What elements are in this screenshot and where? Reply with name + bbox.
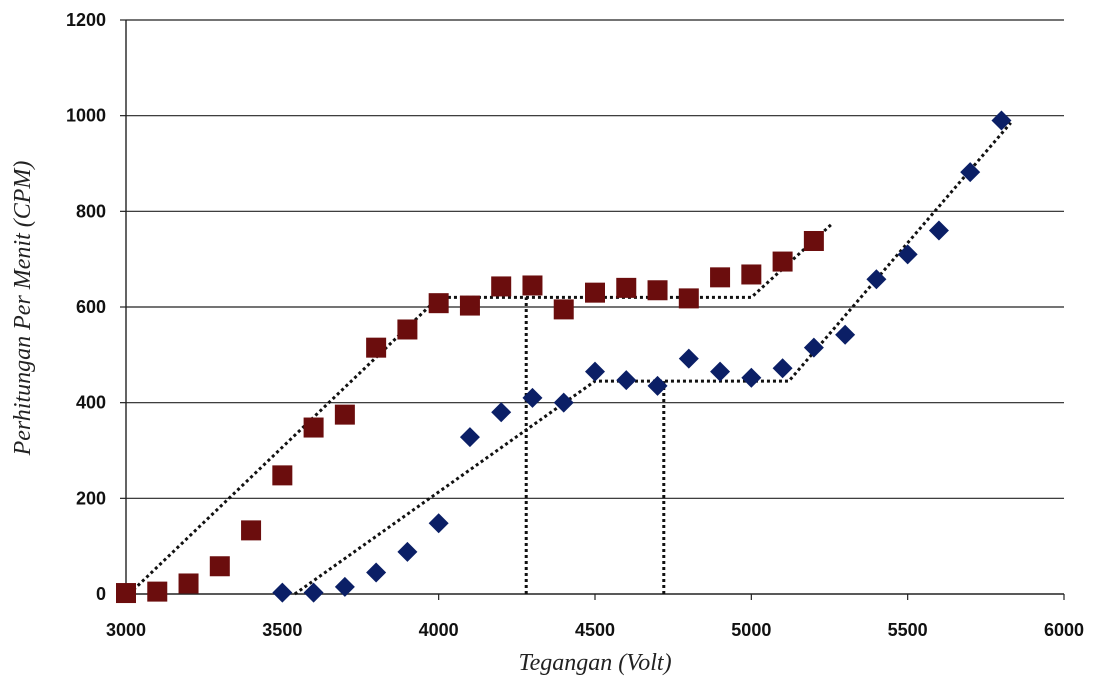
trendlines — [128, 121, 1012, 596]
x-tick-label-5: 5500 — [888, 620, 928, 640]
series-1-point-20 — [897, 244, 918, 265]
series-0-point-18 — [678, 288, 699, 309]
series-1-point-7 — [491, 402, 512, 423]
x-tick-label-0: 3000 — [106, 620, 146, 640]
series-0-point-22 — [803, 230, 824, 251]
series-1-point-13 — [678, 348, 699, 369]
series-0-point-15 — [585, 282, 605, 303]
x-tick-label-1: 3500 — [262, 620, 302, 640]
series-0-point-6 — [303, 417, 324, 438]
x-tick-label-2: 4000 — [419, 620, 459, 640]
series-1-point-19 — [866, 269, 887, 290]
y-tick-labels: 0 200 400 600 800 1000 1200 — [66, 10, 106, 604]
gridlines — [126, 19, 1064, 499]
series-0-point-14 — [553, 299, 574, 320]
series-0-point-3 — [209, 556, 230, 577]
x-tick-labels: 3000 3500 4000 4500 5000 5500 6000 — [106, 620, 1084, 640]
series-1-point-11 — [616, 370, 637, 391]
series-0-point-9 — [397, 319, 418, 340]
y-tick-label-3: 600 — [76, 297, 106, 317]
data-points — [116, 110, 1012, 604]
series-0-point-11 — [459, 295, 480, 316]
series-0-point-20 — [741, 264, 762, 285]
series-0-point-4 — [241, 520, 262, 541]
series-1-point-16 — [772, 358, 793, 379]
y-tick-label-6: 1200 — [66, 10, 106, 30]
y-axis-title: Perhitungan Per Menit (CPM) — [10, 161, 36, 457]
axes — [120, 19, 1065, 600]
series-1-point-23 — [991, 110, 1012, 131]
trendline-1 — [293, 121, 1012, 596]
series-0-point-5 — [272, 465, 293, 486]
y-tick-label-2: 400 — [76, 393, 106, 413]
series-0-point-8 — [366, 337, 387, 358]
series-0-point-19 — [710, 267, 731, 288]
series-0-point-1 — [147, 581, 168, 602]
series-1-point-5 — [428, 513, 449, 534]
series-1-point-3 — [366, 562, 387, 583]
y-tick-label-0: 0 — [96, 584, 106, 604]
series-1-point-18 — [835, 324, 856, 345]
y-tick-label-5: 1000 — [66, 106, 106, 126]
series-1-point-15 — [741, 367, 762, 388]
series-1-point-1 — [303, 582, 324, 603]
series-1-point-4 — [397, 541, 418, 562]
series-0-point-17 — [647, 280, 668, 301]
series-1-point-8 — [522, 387, 543, 408]
series-0-point-2 — [178, 573, 199, 594]
series-1-point-21 — [928, 220, 949, 241]
series-0-point-12 — [491, 276, 512, 297]
series-0-point-13 — [522, 275, 543, 296]
x-tick-label-4: 5000 — [731, 620, 771, 640]
series-1-point-12 — [647, 375, 668, 396]
series-0-point-10 — [428, 293, 449, 314]
x-axis-title: Tegangan (Volt) — [518, 650, 671, 676]
x-tick-label-6: 6000 — [1044, 620, 1084, 640]
series-0-point-0 — [116, 583, 136, 604]
series-1-point-2 — [334, 576, 355, 597]
series-0-point-21 — [772, 251, 793, 272]
x-tick-label-3: 4500 — [575, 620, 615, 640]
series-1-point-14 — [710, 361, 731, 382]
series-1-point-10 — [585, 361, 605, 382]
series-0-point-16 — [616, 277, 637, 298]
y-tick-label-1: 200 — [76, 488, 106, 508]
series-0-point-7 — [334, 404, 355, 425]
series-1-point-22 — [960, 162, 981, 183]
y-tick-label-4: 800 — [76, 201, 106, 221]
series-1-point-0 — [272, 582, 293, 603]
series-1-point-17 — [803, 337, 824, 358]
series-1-point-9 — [553, 392, 574, 413]
reference-lines — [524, 297, 666, 594]
series-1-point-6 — [459, 427, 480, 448]
